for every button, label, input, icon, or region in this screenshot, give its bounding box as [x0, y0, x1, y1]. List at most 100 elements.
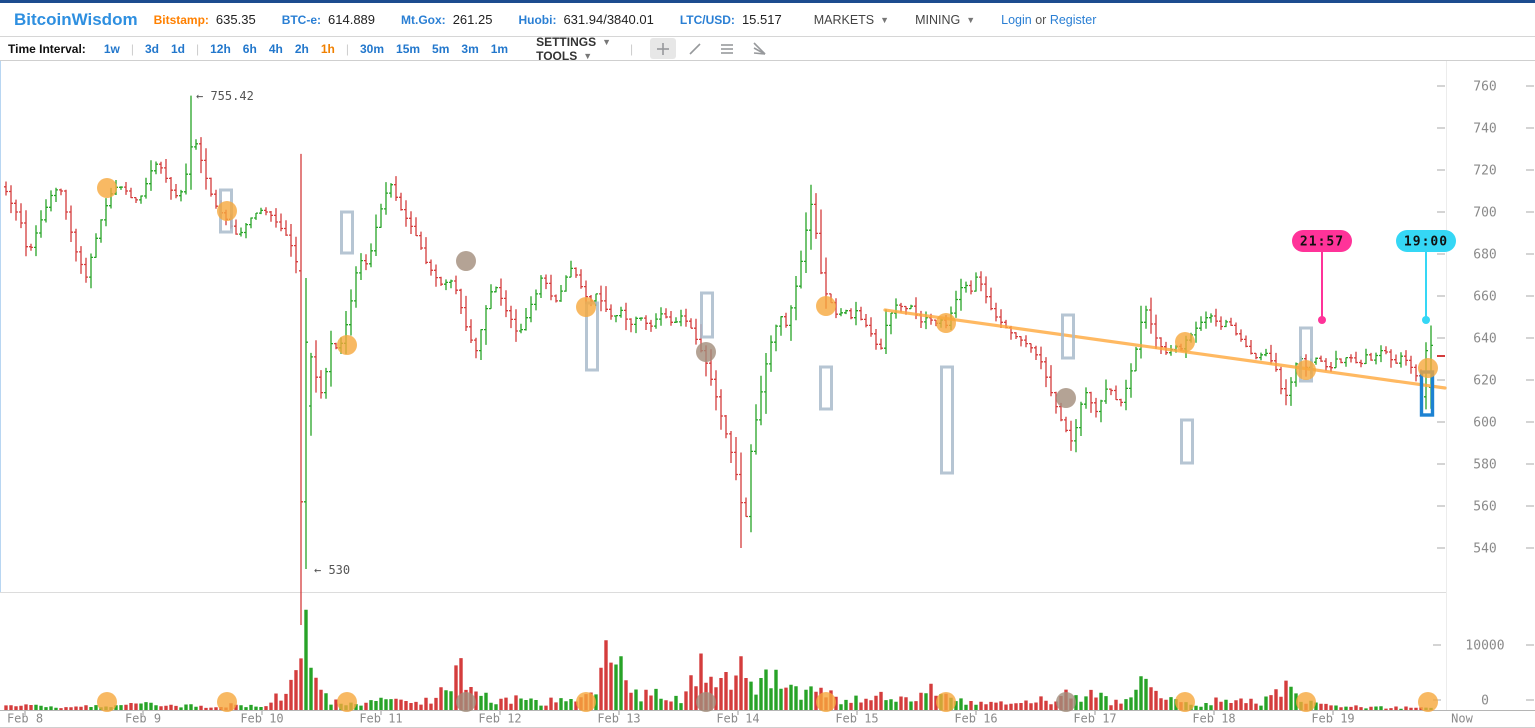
- order-rect: [700, 291, 714, 339]
- high-annotation: ← 755.42: [196, 89, 254, 103]
- session-dot-volume: [97, 692, 117, 712]
- time-alert-marker[interactable]: 21:57: [1292, 230, 1352, 324]
- logo[interactable]: BitcoinWisdom: [14, 9, 138, 29]
- date-axis: Feb 8 Feb 9 Feb 10 Feb 11 Feb 12 Feb 13 Feb 14…: [7, 711, 1474, 726]
- toolbar-menu-tools[interactable]: TOOLS ▼: [536, 48, 593, 63]
- order-rect: [1299, 326, 1313, 383]
- session-dot-volume: [1056, 692, 1076, 712]
- alert-dot: [1422, 316, 1430, 324]
- date-label: Feb 8: [7, 712, 43, 726]
- candlestick-chart[interactable]: 760 740 720 700 680 660 640 620 600 580 560 540 Feb …: [0, 60, 1535, 728]
- login-link[interactable]: Login: [1001, 12, 1032, 27]
- interval-1h[interactable]: 1h: [320, 41, 335, 56]
- volume-label: 0: [1481, 694, 1489, 709]
- interval-5m[interactable]: 5m: [432, 41, 450, 56]
- toolbar-menu-settings[interactable]: SETTINGS ▼: [536, 34, 612, 49]
- time-interval-label: Time Interval:: [8, 41, 86, 56]
- ticker-bitstamp: Bitstamp: 635.35: [153, 12, 256, 27]
- drawing-tools: [650, 38, 778, 59]
- interval-3d[interactable]: 3d: [144, 41, 159, 56]
- date-label: Feb 9: [125, 712, 161, 726]
- interval-2h[interactable]: 2h: [294, 41, 309, 56]
- price-label: 660: [1473, 290, 1496, 305]
- price-label: 740: [1473, 122, 1496, 137]
- session-dot-volume: [456, 692, 476, 712]
- session-dot-volume: [816, 692, 836, 712]
- chevron-down-icon: ▼: [602, 36, 612, 47]
- date-label: Feb 13: [597, 712, 640, 726]
- low-annotation: ← 530: [314, 563, 350, 577]
- price-label: 560: [1473, 500, 1496, 515]
- register-link[interactable]: Register: [1049, 12, 1097, 27]
- session-dot: [1175, 332, 1195, 352]
- header-menu-markets[interactable]: MARKETS ▼: [813, 12, 890, 27]
- session-dot: [1056, 388, 1076, 408]
- ticker-value: 614.889: [328, 12, 376, 27]
- header: BitcoinWisdom Bitstamp: 635.35 BTC-e: 614.8…: [0, 3, 1535, 37]
- trendline[interactable]: [883, 308, 1447, 390]
- price-label: 680: [1473, 248, 1496, 263]
- date-label: Feb 18: [1192, 712, 1235, 726]
- session-dot: [97, 178, 117, 198]
- interval-15m[interactable]: 15m: [396, 41, 421, 56]
- date-label: Feb 15: [835, 712, 878, 726]
- fan-lines-icon[interactable]: [746, 38, 772, 59]
- ticker-mtgox: Mt.Gox: 261.25: [401, 12, 493, 27]
- date-label: Feb 19: [1311, 712, 1354, 726]
- session-dot: [456, 251, 476, 271]
- toolbar-menus: SETTINGS ▼ TOOLS ▼: [514, 35, 625, 63]
- session-dot-volume: [1175, 692, 1195, 712]
- now-label: Now: [1451, 712, 1473, 726]
- session-dot: [696, 342, 716, 362]
- order-rect: [819, 365, 833, 411]
- price-label: 580: [1473, 458, 1496, 473]
- candles-up: [34, 95, 1433, 569]
- interval-3m[interactable]: 3m: [461, 41, 479, 56]
- price-label: 540: [1473, 542, 1496, 557]
- time-alert-marker[interactable]: 19:00: [1396, 230, 1456, 324]
- price-label: 720: [1473, 164, 1496, 179]
- volume-axis: 10000 0: [1433, 639, 1534, 709]
- interval-1m[interactable]: 1m: [490, 41, 509, 56]
- trendline-icon[interactable]: [682, 38, 708, 59]
- session-dot: [936, 313, 956, 333]
- session-dot-volume: [1296, 692, 1316, 712]
- session-dot: [337, 335, 357, 355]
- interval-30m[interactable]: 30m: [359, 41, 385, 56]
- alert-badge: [1292, 230, 1352, 252]
- date-label: Feb 12: [478, 712, 521, 726]
- order-rect: [1180, 418, 1194, 465]
- or-label: or: [1035, 12, 1047, 27]
- ticker-value: 635.35: [215, 12, 256, 27]
- interval-1w[interactable]: 1w: [103, 41, 120, 56]
- interval-list: 1w | 3d 1d | 12h 6h 4h 2h 1h | 30m 15m 5m 3m 1m: [103, 41, 509, 56]
- session-dot: [1418, 358, 1438, 378]
- header-menus: MARKETS ▼ MINING ▼: [814, 13, 1001, 27]
- crosshair-icon[interactable]: [650, 38, 677, 59]
- session-dot-volume: [696, 692, 716, 712]
- price-label: 620: [1473, 374, 1496, 389]
- interval-12h[interactable]: 12h: [210, 41, 231, 56]
- session-dot-volume: [576, 692, 596, 712]
- session-dot-volume: [337, 692, 357, 712]
- order-rect: [1061, 313, 1075, 360]
- interval-4h[interactable]: 4h: [268, 41, 283, 56]
- alert-badge: [1396, 230, 1456, 252]
- session-dot: [816, 296, 836, 316]
- chevron-down-icon: ▼: [880, 14, 890, 25]
- chevron-down-icon: ▼: [583, 50, 593, 61]
- interval-6h[interactable]: 6h: [242, 41, 257, 56]
- login-area: Login or Register: [1001, 13, 1096, 27]
- header-menu-mining[interactable]: MINING ▼: [915, 12, 976, 27]
- highlighted-order-rect: [1419, 370, 1435, 417]
- candles-down: [4, 137, 1423, 625]
- interval-1d[interactable]: 1d: [170, 41, 185, 56]
- ticker-huobi: Huobi: 631.94/3840.01: [518, 12, 654, 27]
- horizontal-lines-icon[interactable]: [714, 38, 740, 59]
- price-axis: 760 740 720 700 680 660 640 620 600 580 560 540: [1437, 80, 1534, 557]
- date-label: Feb 17: [1073, 712, 1116, 726]
- toolbar: Time Interval: 1w | 3d 1d | 12h 6h 4h 2h 1h | 30m 15…: [0, 35, 1535, 63]
- price-label: 700: [1473, 206, 1496, 221]
- chevron-down-icon: ▼: [966, 14, 976, 25]
